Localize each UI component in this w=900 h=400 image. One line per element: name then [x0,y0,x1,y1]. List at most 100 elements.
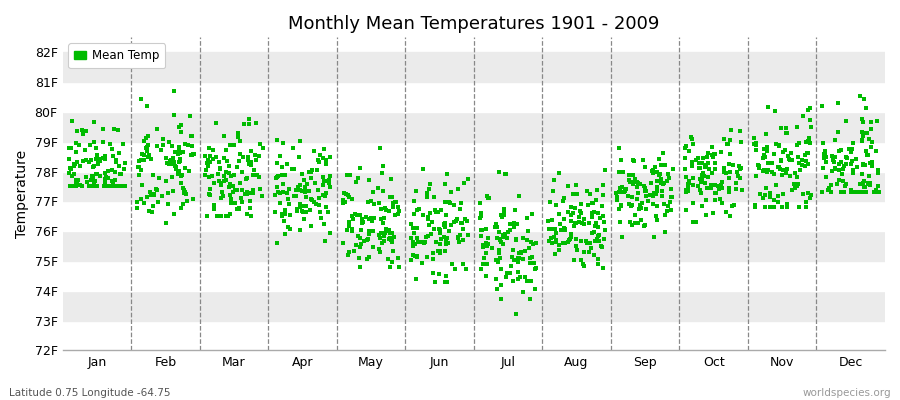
Point [760,169,775,175]
Point [804,124,818,130]
Point [299,203,313,209]
Point [646,166,661,173]
Point [96,138,111,145]
Point [112,150,126,156]
Point [631,180,645,186]
Point [664,186,679,192]
Point [615,234,629,240]
Point [650,169,664,176]
Point [682,180,697,186]
Point [212,159,227,166]
Point [662,175,676,182]
Point [337,190,351,196]
Point [685,136,699,142]
Point [224,173,238,180]
Point [217,155,231,161]
Point [95,125,110,132]
Point [695,172,709,178]
Point [516,289,530,296]
Point [322,154,337,160]
Point [151,174,166,181]
Point [582,220,597,226]
Point [353,212,367,218]
Point [497,206,511,212]
Point [752,163,767,169]
Point [203,152,218,159]
Point [665,165,680,172]
Point [222,162,237,169]
Point [760,148,774,154]
Point [828,136,842,143]
Point [489,220,503,227]
Point [431,248,446,254]
Point [591,224,606,231]
Point [747,141,761,147]
Point [350,212,365,218]
Point [183,168,197,174]
Point [716,166,731,173]
Point [778,130,793,137]
Point [106,180,121,187]
Point [174,128,188,135]
Point [824,182,838,188]
Point [834,171,849,177]
Point [652,156,666,162]
Point [479,226,493,232]
Point [457,180,472,187]
Point [562,236,577,243]
Point [524,278,538,284]
Point [645,167,660,174]
Point [312,195,327,202]
Point [426,250,440,256]
Point [858,184,872,190]
Point [569,220,583,227]
Point [592,238,607,244]
Point [310,157,325,163]
Point [714,148,728,155]
Point [836,165,850,172]
Point [249,120,264,126]
Point [220,213,235,220]
Point [233,180,248,186]
Point [804,192,818,198]
Point [490,286,504,292]
Point [392,210,406,217]
Point [779,170,794,176]
Point [215,192,230,199]
Point [291,183,305,190]
Point [653,176,668,182]
Point [292,153,306,160]
Point [488,223,502,230]
Point [372,232,386,239]
Point [459,218,473,224]
Point [491,250,506,256]
Point [729,185,743,192]
Point [461,232,475,238]
Point [72,142,86,148]
Point [278,231,293,238]
Point [513,274,527,281]
Point [323,230,338,236]
Point [636,182,651,189]
Point [319,204,333,210]
Point [779,130,794,136]
Point [362,216,376,222]
Point [427,270,441,276]
Point [362,228,376,234]
Point [661,208,675,214]
Point [202,157,216,164]
Point [679,189,693,195]
Point [796,190,811,197]
Point [625,222,639,228]
Point [708,151,723,157]
Point [648,191,662,198]
Point [87,179,102,185]
Point [252,153,266,159]
Point [616,188,631,195]
Point [756,167,770,174]
Point [553,221,567,228]
Point [860,152,875,158]
Point [516,234,530,241]
Point [219,147,233,153]
Point [428,207,442,214]
